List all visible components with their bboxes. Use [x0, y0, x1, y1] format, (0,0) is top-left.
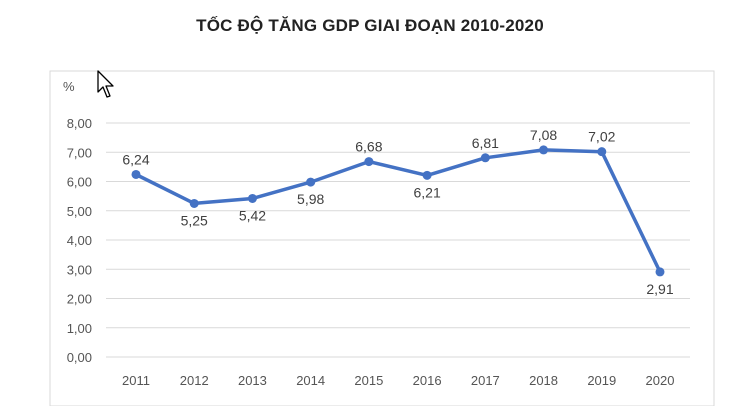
data-point: [422, 170, 432, 180]
x-tick-label: 2019: [587, 373, 616, 388]
data-point: [306, 177, 316, 187]
data-label: 7,08: [530, 127, 557, 143]
data-points: [131, 145, 665, 277]
y-tick-label: 4,00: [67, 233, 92, 248]
y-tick-label: 0,00: [67, 350, 92, 365]
series-line: [134, 148, 662, 274]
data-point: [189, 198, 199, 208]
data-point: [364, 157, 374, 167]
data-label: 7,02: [588, 129, 615, 145]
x-tick-label: 2018: [529, 373, 558, 388]
y-tick-label: 8,00: [67, 116, 92, 131]
gridlines: [106, 122, 690, 358]
y-tick-label: 2,00: [67, 292, 92, 307]
data-label: 5,25: [181, 212, 208, 228]
data-point: [597, 147, 607, 157]
data-point: [539, 145, 549, 155]
x-tick-label: 2015: [354, 373, 383, 388]
data-labels: 6,24 5,25 5,42 5,98 6,68 6,21 6,81 7,08 7,02 2,91: [122, 127, 673, 297]
x-tick-label: 2016: [413, 373, 442, 388]
x-tick-label: 2014: [296, 373, 325, 388]
x-axis-ticks: 2011 2012 2013 2014 2015 2016 2017 2018 2019 2020: [122, 373, 674, 388]
y-tick-label: 5,00: [67, 204, 92, 219]
x-tick-label: 2011: [122, 373, 150, 388]
y-axis-ticks: 0,00 1,00 2,00 3,00 4,00 5,00 6,00 7,00 8,00: [67, 116, 92, 365]
plot-area-frame: [49, 70, 715, 406]
x-tick-label: 2017: [471, 373, 500, 388]
data-label: 2,91: [646, 281, 673, 297]
mouse-cursor-icon: [97, 70, 114, 98]
data-label: 6,68: [355, 139, 382, 155]
data-label: 6,21: [413, 184, 440, 200]
data-label: 5,42: [239, 207, 266, 223]
x-tick-label: 2012: [180, 373, 209, 388]
data-label: 6,24: [122, 151, 149, 167]
y-tick-label: 1,00: [67, 321, 92, 336]
data-point: [131, 169, 141, 179]
x-tick-label: 2013: [238, 373, 267, 388]
y-unit-label: %: [63, 79, 75, 94]
data-point: [480, 153, 490, 163]
data-point: [247, 193, 257, 203]
y-tick-label: 3,00: [67, 262, 92, 277]
data-point: [655, 267, 665, 277]
x-tick-label: 2020: [646, 373, 675, 388]
y-tick-label: 7,00: [67, 145, 92, 160]
data-label: 6,81: [472, 135, 499, 151]
chart-title: TỐC ĐỘ TĂNG GDP GIAI ĐOẠN 2010-2020: [196, 16, 544, 35]
data-label: 5,98: [297, 191, 324, 207]
y-tick-label: 6,00: [67, 175, 92, 190]
